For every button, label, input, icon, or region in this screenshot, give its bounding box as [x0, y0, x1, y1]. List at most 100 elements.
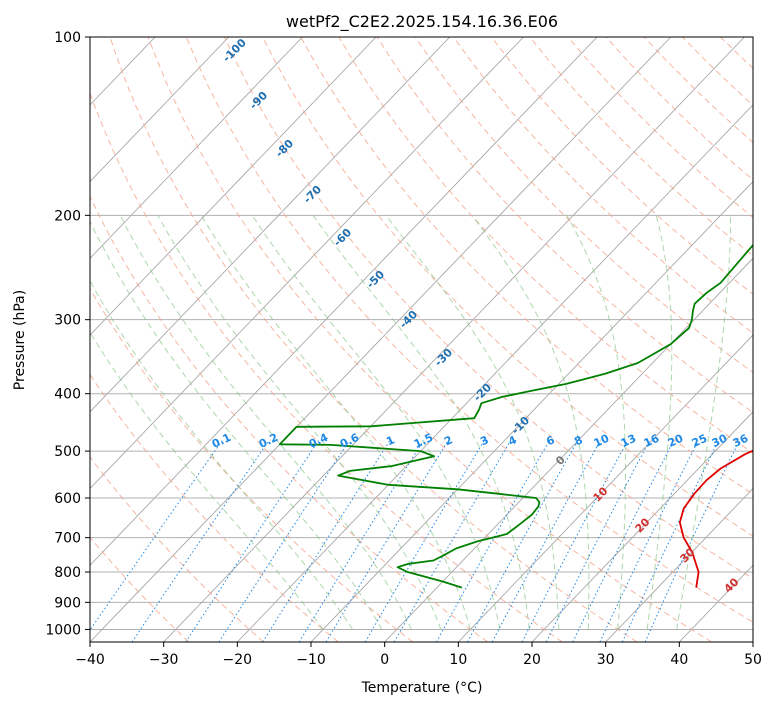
- mixing-ratio-label: 25: [690, 432, 709, 450]
- mixing-ratio-line: [599, 440, 699, 642]
- isotherm-0: [384, 257, 753, 642]
- moist-adiabat: [646, 215, 673, 630]
- isotherm--50: [90, 37, 598, 566]
- isotherm--130: [0, 37, 8, 642]
- y-tick-label: 300: [54, 313, 81, 329]
- moist-adiabat: [312, 215, 530, 630]
- chart-title: wetPf2_C2E2.2025.154.16.36.E06: [286, 12, 558, 32]
- dry-adiabat: [185, 37, 753, 623]
- mixing-ratio-label: 1: [384, 433, 396, 448]
- y-tick-label: 400: [54, 387, 81, 403]
- dry-adiabat: [529, 37, 753, 257]
- mixing-ratio-label: 3: [478, 433, 490, 448]
- x-tick-label: −30: [149, 652, 179, 668]
- moist-adiabat: [676, 215, 731, 630]
- isotherm-label: -90: [247, 89, 270, 112]
- dry-adiabat: [452, 37, 753, 334]
- mixing-ratio-line: [644, 440, 740, 642]
- mixing-ratio-label: 20: [666, 432, 686, 450]
- x-tick-label: 20: [523, 652, 541, 668]
- mixing-ratio-line: [435, 440, 550, 642]
- isotherm-10: [458, 334, 753, 642]
- isotherm-label: -60: [331, 226, 354, 249]
- dry-adiabat: [300, 37, 753, 495]
- y-tick-label: 500: [54, 444, 81, 460]
- dry-adiabat: [414, 37, 753, 374]
- mixing-ratio-line: [364, 440, 485, 642]
- isotherm--80: [90, 37, 377, 336]
- isotherm-label: -40: [397, 308, 420, 331]
- dry-adiabat: [90, 195, 488, 642]
- moist-adiabat: [200, 215, 471, 630]
- mixing-ratio-label: 13: [619, 432, 638, 450]
- moist-adiabat: [385, 215, 560, 630]
- dry-adiabat: [681, 37, 753, 106]
- mixing-ratio-label: 36: [731, 432, 751, 450]
- y-tick-label: 800: [54, 565, 81, 581]
- isotherm-label: -100: [220, 36, 249, 65]
- moist-adiabat: [471, 215, 590, 630]
- mixing-ratio-label: 16: [642, 432, 662, 450]
- y-tick-label: 100: [54, 30, 81, 46]
- mixing-ratio-line: [131, 440, 270, 642]
- moist-adiabat: [251, 215, 501, 630]
- mixing-ratio-line: [621, 440, 720, 642]
- dry-adiabat: [491, 37, 753, 295]
- y-tick-label: 900: [54, 595, 81, 611]
- x-axis-label: Temperature (°C): [361, 680, 483, 696]
- mixing-ratio-line: [185, 440, 320, 642]
- mixing-ratio-line: [572, 440, 675, 642]
- isotherm--100: [90, 37, 230, 183]
- x-tick-label: 30: [597, 652, 615, 668]
- isotherm-label: 20: [633, 515, 653, 535]
- profile-line-1: [278, 243, 753, 589]
- isotherm--60: [90, 37, 524, 490]
- mixing-ratio-label: 0.4: [307, 431, 330, 451]
- dry-adiabat: [759, 37, 775, 642]
- moist-adiabat: [566, 215, 626, 630]
- isotherm-label: -70: [301, 183, 324, 206]
- isotherm-30: [605, 487, 753, 642]
- mixing-ratio-line: [90, 440, 223, 631]
- profile-line-0: [678, 449, 753, 588]
- dry-adiabat: [262, 37, 753, 537]
- isotherm-20: [531, 411, 753, 642]
- mixing-ratio-label: 0.1: [210, 431, 233, 451]
- isotherm-label: 0: [553, 453, 568, 468]
- isotherm-label: 40: [722, 575, 742, 595]
- y-tick-label: 700: [54, 531, 81, 547]
- x-tick-label: −20: [223, 652, 253, 668]
- isotherm--90: [90, 37, 303, 259]
- mixing-ratio-label: 10: [592, 432, 612, 450]
- dry-adiabat: [109, 37, 638, 642]
- mixing-ratio-line: [491, 440, 601, 642]
- x-tick-label: 50: [744, 652, 762, 668]
- dry-adiabat: [720, 37, 753, 69]
- isotherm--40: [90, 37, 672, 642]
- y-tick-label: 200: [54, 208, 81, 224]
- dry-adiabat: [90, 536, 190, 642]
- dry-adiabat: [90, 91, 563, 642]
- isotherm--20: [237, 104, 753, 642]
- isotherm-label: -80: [273, 137, 296, 160]
- mixing-ratio-line: [325, 440, 449, 642]
- dry-adiabat: [90, 456, 264, 642]
- x-tick-label: 10: [449, 652, 467, 668]
- dry-adiabat: [376, 37, 753, 413]
- mixing-ratio-label: 0.6: [338, 431, 361, 451]
- dry-adiabat: [338, 37, 753, 454]
- moist-adiabat: [119, 215, 412, 630]
- x-tick-label: 40: [670, 652, 688, 668]
- mixing-ratio-label: 1.5: [412, 431, 435, 451]
- y-tick-label: 600: [54, 491, 81, 507]
- x-tick-label: −10: [296, 652, 326, 668]
- moist-adiabat: [90, 279, 353, 630]
- mixing-ratio-line: [218, 440, 350, 642]
- moist-adiabat: [157, 215, 442, 630]
- mixing-ratio-line: [262, 440, 391, 642]
- mixing-ratio-line: [298, 440, 424, 642]
- dry-adiabat: [147, 37, 712, 642]
- moist-adiabat: [90, 331, 324, 630]
- isotherm-50: [752, 641, 753, 642]
